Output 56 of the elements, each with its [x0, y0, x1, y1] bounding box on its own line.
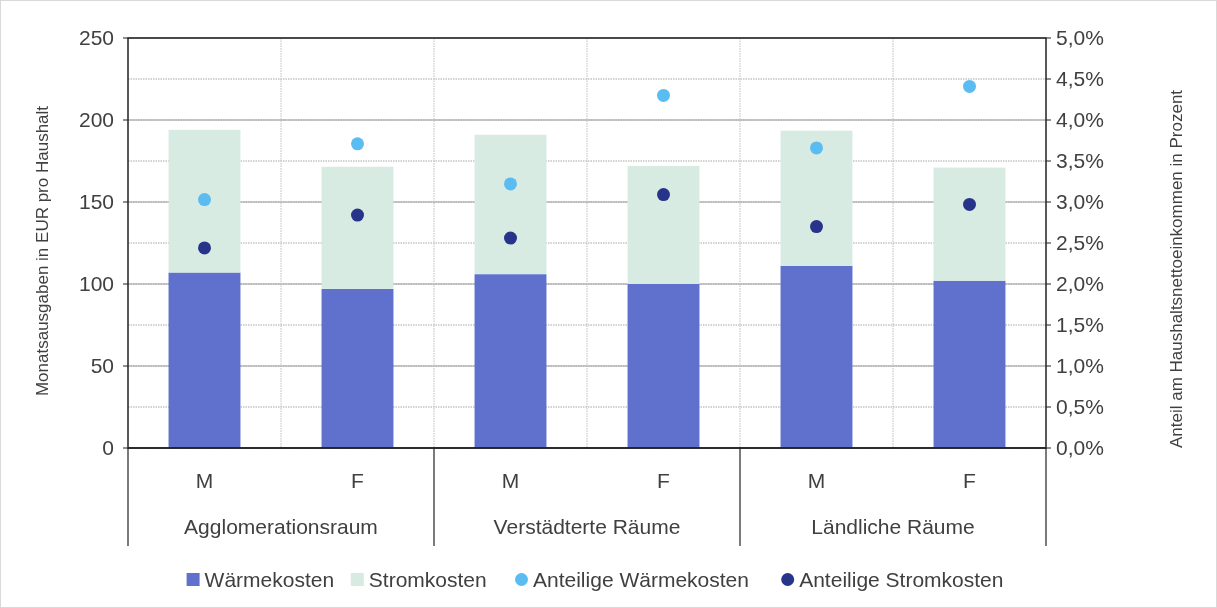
y-axis-title: Monatsausgaben in EUR pro Haushalt — [33, 105, 52, 397]
point — [504, 177, 517, 191]
point — [351, 208, 364, 222]
y2-tick-label: 1,0% — [1056, 354, 1104, 377]
text: Ländliche Räume — [811, 515, 975, 538]
point — [810, 141, 823, 155]
point — [963, 197, 976, 211]
y-tick-label: 200 — [78, 108, 114, 131]
y-tick-label: 250 — [78, 26, 114, 49]
y-tick-label: 0 — [102, 436, 114, 459]
bar — [321, 166, 394, 289]
bar — [168, 272, 241, 448]
y2-tick-label: 0,5% — [1056, 395, 1104, 418]
bar — [627, 165, 700, 284]
bar — [321, 288, 394, 448]
y2-axis-title: Anteil am Haushaltsnettoeinkommen in Prozent — [1167, 89, 1186, 449]
x-tick-label: M — [195, 469, 214, 492]
point — [657, 88, 670, 102]
point — [504, 231, 517, 245]
y2-tick-label: 0,0% — [1056, 436, 1104, 459]
y2-tick-label: 4,0% — [1056, 108, 1104, 131]
x-tick-label: M — [807, 469, 826, 492]
y-tick-label: 50 — [90, 354, 114, 377]
point — [810, 220, 823, 234]
y2-tick-label: 2,5% — [1056, 231, 1104, 254]
point — [198, 241, 211, 255]
bar — [168, 129, 241, 273]
text: Verstädterte Räume — [493, 515, 681, 538]
bar — [474, 274, 547, 448]
x-tick-label: F — [963, 469, 976, 492]
point — [657, 188, 670, 202]
x-tick-label: F — [351, 469, 364, 492]
y2-tick-label: 2,0% — [1056, 272, 1104, 295]
point — [351, 137, 364, 151]
y2-tick-label: 4,5% — [1056, 67, 1104, 90]
bar — [933, 167, 1006, 281]
y-tick-label: 100 — [78, 272, 114, 295]
bar — [627, 284, 700, 448]
point — [198, 193, 211, 207]
y2-tick-label: 1,5% — [1056, 313, 1104, 336]
legend-label: Anteilige Stromkosten — [799, 568, 1004, 591]
bar — [474, 134, 547, 275]
y2-tick-label: 3,5% — [1056, 149, 1104, 172]
legend-label: Stromkosten — [368, 568, 487, 591]
x-tick-label: F — [657, 469, 670, 492]
y2-tick-label: 3,0% — [1056, 190, 1104, 213]
point — [963, 79, 976, 93]
legend-label: Anteilige Wärmekosten — [533, 568, 749, 591]
x-tick-label: M — [501, 469, 520, 492]
y2-tick-label: 5,0% — [1056, 26, 1104, 49]
legend-label: Wärmekosten — [204, 568, 335, 591]
y-tick-label: 150 — [78, 190, 114, 213]
bar — [933, 280, 1006, 448]
bar — [780, 130, 853, 266]
bar — [780, 265, 853, 448]
text: Agglomerationsraum — [184, 515, 378, 538]
